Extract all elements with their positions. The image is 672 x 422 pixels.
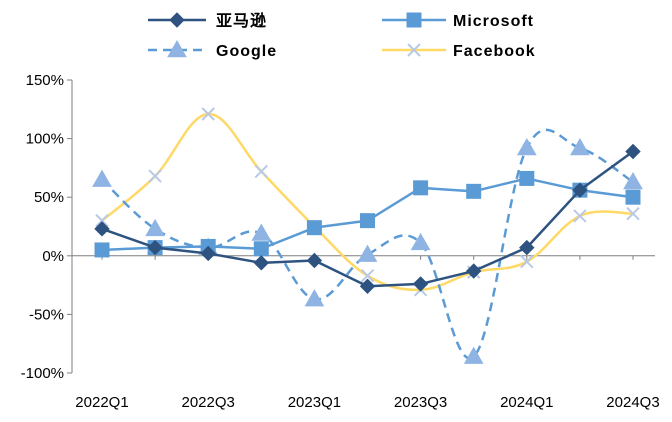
data-point: [253, 241, 269, 257]
data-point: [254, 164, 269, 179]
data-point: [357, 244, 378, 262]
data-point: [519, 239, 535, 256]
data-point: [251, 223, 272, 241]
legend-item: Facebook: [382, 43, 536, 60]
series-3: [95, 107, 640, 297]
series-line: [101, 128, 634, 360]
data-point: [623, 171, 643, 190]
data-point: [201, 107, 215, 121]
data-point: [573, 209, 587, 223]
data-point: [572, 182, 588, 198]
data-point: [148, 169, 162, 183]
legend: 亚马逊 Microsoft Google Facebook: [148, 12, 536, 60]
y-tick-label: 100%: [26, 131, 64, 148]
data-point: [360, 213, 375, 229]
y-tick-label: 50%: [34, 189, 64, 206]
series-2: [92, 128, 643, 364]
legend-item: Google: [148, 39, 277, 60]
x-tick-label: 2023Q3: [394, 394, 447, 411]
data-point: [570, 137, 590, 156]
axes: 150% 100% 50% 0% -50% -100% 2022Q1 2022Q3 2023Q1…: [21, 72, 660, 411]
data-point: [94, 242, 110, 258]
data-point: [412, 276, 429, 292]
legend-label: Facebook: [453, 43, 536, 60]
data-point: [465, 263, 482, 279]
data-point: [516, 137, 537, 156]
data-point: [625, 189, 641, 205]
data-point: [95, 213, 109, 228]
data-point: [466, 183, 482, 199]
series-0: [94, 143, 641, 294]
data-point: [306, 252, 323, 269]
series: [92, 107, 643, 364]
data-point: [463, 346, 484, 364]
data-point: [304, 289, 325, 307]
data-point: [145, 218, 165, 237]
y-tick-label: -50%: [29, 306, 64, 323]
y-tick-label: 150%: [26, 72, 64, 89]
legend-item: 亚马逊: [148, 12, 267, 30]
data-point: [94, 221, 110, 237]
legend-marker: [406, 12, 422, 28]
data-point: [410, 232, 431, 251]
x-tick-label: 2023Q1: [288, 394, 341, 411]
legend-marker: [167, 39, 187, 58]
legend-marker: [407, 43, 421, 57]
legend-marker: [169, 12, 185, 28]
data-point: [626, 206, 640, 221]
y-tick-label: -100%: [21, 365, 64, 382]
x-tick-label: 2022Q3: [182, 394, 235, 411]
series-line: [101, 112, 634, 292]
data-point: [306, 220, 322, 236]
legend-item: Microsoft: [382, 12, 534, 30]
legend-label: 亚马逊: [216, 12, 267, 30]
legend-label: Microsoft: [453, 13, 534, 30]
y-tick-label: 0%: [42, 248, 64, 265]
data-point: [360, 269, 375, 283]
legend-label: Google: [216, 43, 277, 60]
data-point: [147, 239, 163, 256]
data-point: [625, 143, 641, 160]
x-tick-label: 2024Q3: [606, 394, 659, 411]
data-point: [413, 180, 429, 196]
data-point: [92, 169, 112, 187]
data-point: [519, 170, 535, 186]
data-point: [359, 278, 376, 294]
x-tick-label: 2024Q1: [500, 394, 553, 411]
data-point: [253, 255, 270, 271]
data-point: [520, 254, 534, 269]
data-point: [200, 245, 216, 262]
x-tick-label: 2022Q1: [75, 394, 128, 411]
